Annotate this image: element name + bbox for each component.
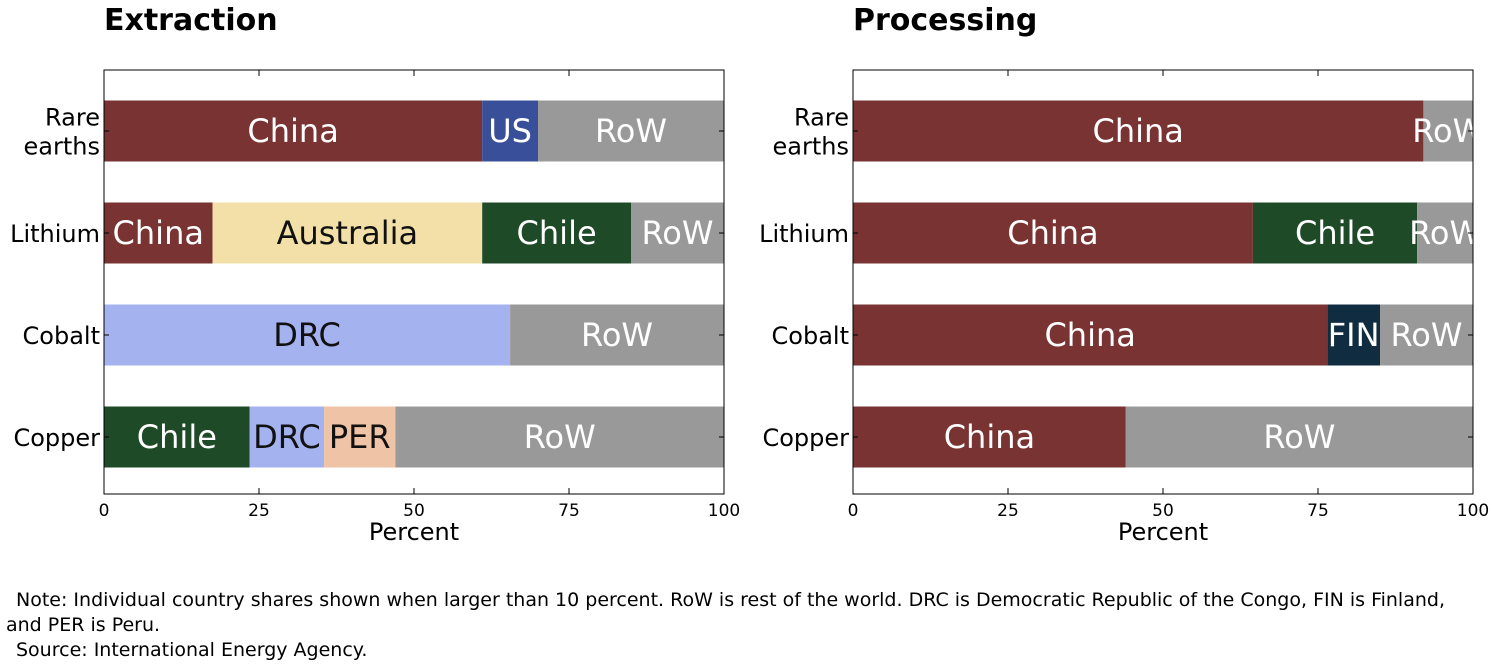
- tick-label-x: 100: [1457, 501, 1489, 521]
- bar-segment-copper-row: [1125, 406, 1473, 468]
- data-label: PER: [329, 418, 391, 456]
- tick-label-x: 75: [1307, 501, 1329, 521]
- chart-canvas: Extraction China US RoW China Australia Chile R…: [10, 3, 1489, 546]
- data-label: RoW: [1263, 418, 1335, 456]
- bar-segment-cobalt-row: [1380, 304, 1473, 366]
- data-label: DRC: [253, 418, 321, 456]
- source-text: Source: International Energy Agency.: [16, 639, 368, 661]
- tick-label-x: 50: [1152, 501, 1174, 521]
- bar-segment-lithium-chile: [1252, 202, 1418, 264]
- bar-segment-copper-chile: [104, 406, 250, 468]
- bar-segment-lithium-china: [853, 202, 1253, 264]
- tick-label-x: 50: [403, 501, 425, 521]
- tick-label-y: Lithium: [759, 220, 849, 248]
- data-label: RoW: [1390, 316, 1462, 354]
- tick-label-x: 0: [99, 501, 110, 521]
- tick-label-x: 75: [558, 501, 580, 521]
- tick-label-x: 25: [248, 501, 270, 521]
- bar-segment-lithium-china: [104, 202, 213, 264]
- x-axis-label: Percent: [369, 518, 459, 546]
- data-label: DRC: [273, 316, 341, 354]
- tick-label-x: 100: [708, 501, 740, 521]
- tick-label-y: Rare earths: [24, 104, 100, 161]
- data-label: FIN: [1328, 316, 1380, 354]
- bar-segment-rare-earths-us: [482, 100, 538, 162]
- data-label: RoW: [641, 214, 713, 252]
- bar-segment-lithium-chile: [482, 202, 631, 264]
- bar-segment-rare-earths-china: [104, 100, 483, 162]
- bar-segment-lithium-australia: [212, 202, 483, 264]
- bar-segment-lithium-row: [631, 202, 724, 264]
- data-label: RoW: [1409, 214, 1481, 252]
- tick-label-y: Copper: [13, 424, 100, 452]
- bar-segment-cobalt-drc: [104, 304, 511, 366]
- chart-panel-extraction: Extraction China US RoW China Australia Chile R…: [10, 3, 740, 546]
- data-label: RoW: [581, 316, 653, 354]
- data-label: China: [113, 214, 204, 252]
- chart-title: Processing: [853, 3, 1037, 38]
- tick-label-x: 25: [997, 501, 1019, 521]
- data-label: China: [944, 418, 1035, 456]
- data-label: RoW: [595, 112, 667, 150]
- bar-segment-rare-earths-china: [853, 100, 1424, 162]
- chart-panel-processing: Processing China RoW China Chile RoW China FIN R…: [759, 3, 1489, 546]
- chart-title: Extraction: [104, 3, 278, 38]
- bar-segment-copper-china: [853, 406, 1126, 468]
- x-axis-label: Percent: [1118, 518, 1208, 546]
- tick-label-y: Cobalt: [772, 322, 849, 350]
- tick-label-y: Copper: [762, 424, 849, 452]
- bar-segment-rare-earths-row: [1423, 100, 1473, 162]
- data-label: China: [1007, 214, 1098, 252]
- tick-label-y: Cobalt: [23, 322, 100, 350]
- data-label: Chile: [517, 214, 597, 252]
- bar-segment-copper-drc: [249, 406, 325, 468]
- bar-segment-cobalt-china: [853, 304, 1328, 366]
- data-label: Chile: [1295, 214, 1375, 252]
- chart-notes: Note: Individual country shares shown wh…: [6, 588, 1486, 663]
- data-label: China: [1092, 112, 1183, 150]
- bar-segment-lithium-row: [1417, 202, 1473, 264]
- data-label: RoW: [1412, 112, 1484, 150]
- data-label: RoW: [524, 418, 596, 456]
- bar-segment-cobalt-row: [510, 304, 724, 366]
- bar-segment-copper-per: [324, 406, 396, 468]
- bar-segment-cobalt-fin: [1327, 304, 1380, 366]
- bar-segment-copper-row: [395, 406, 724, 468]
- note-text: Note: Individual country shares shown wh…: [6, 589, 1445, 636]
- data-label: Australia: [277, 214, 419, 252]
- data-label: Chile: [137, 418, 217, 456]
- data-label: China: [1044, 316, 1135, 354]
- data-label: China: [247, 112, 338, 150]
- tick-label-y: Lithium: [10, 220, 100, 248]
- data-label: US: [488, 112, 532, 150]
- tick-label-x: 0: [848, 501, 859, 521]
- tick-label-y: Rare earths: [773, 104, 849, 161]
- bar-segment-rare-earths-row: [538, 100, 724, 162]
